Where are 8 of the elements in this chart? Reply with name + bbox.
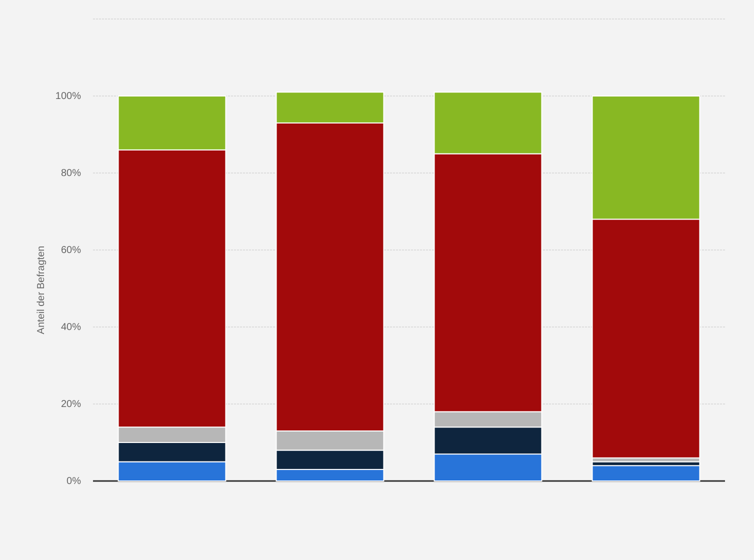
y-tick-label: 100% [55, 91, 82, 102]
y-tick-label: 40% [60, 322, 82, 334]
y-tick-label: 0% [66, 476, 82, 488]
bar [592, 465, 700, 482]
y-tick-label: 80% [60, 168, 82, 180]
y-tick-label: 20% [60, 399, 82, 410]
y-axis-title: Anteil der Befragten [36, 246, 47, 334]
y-tick-label: 60% [60, 245, 82, 256]
